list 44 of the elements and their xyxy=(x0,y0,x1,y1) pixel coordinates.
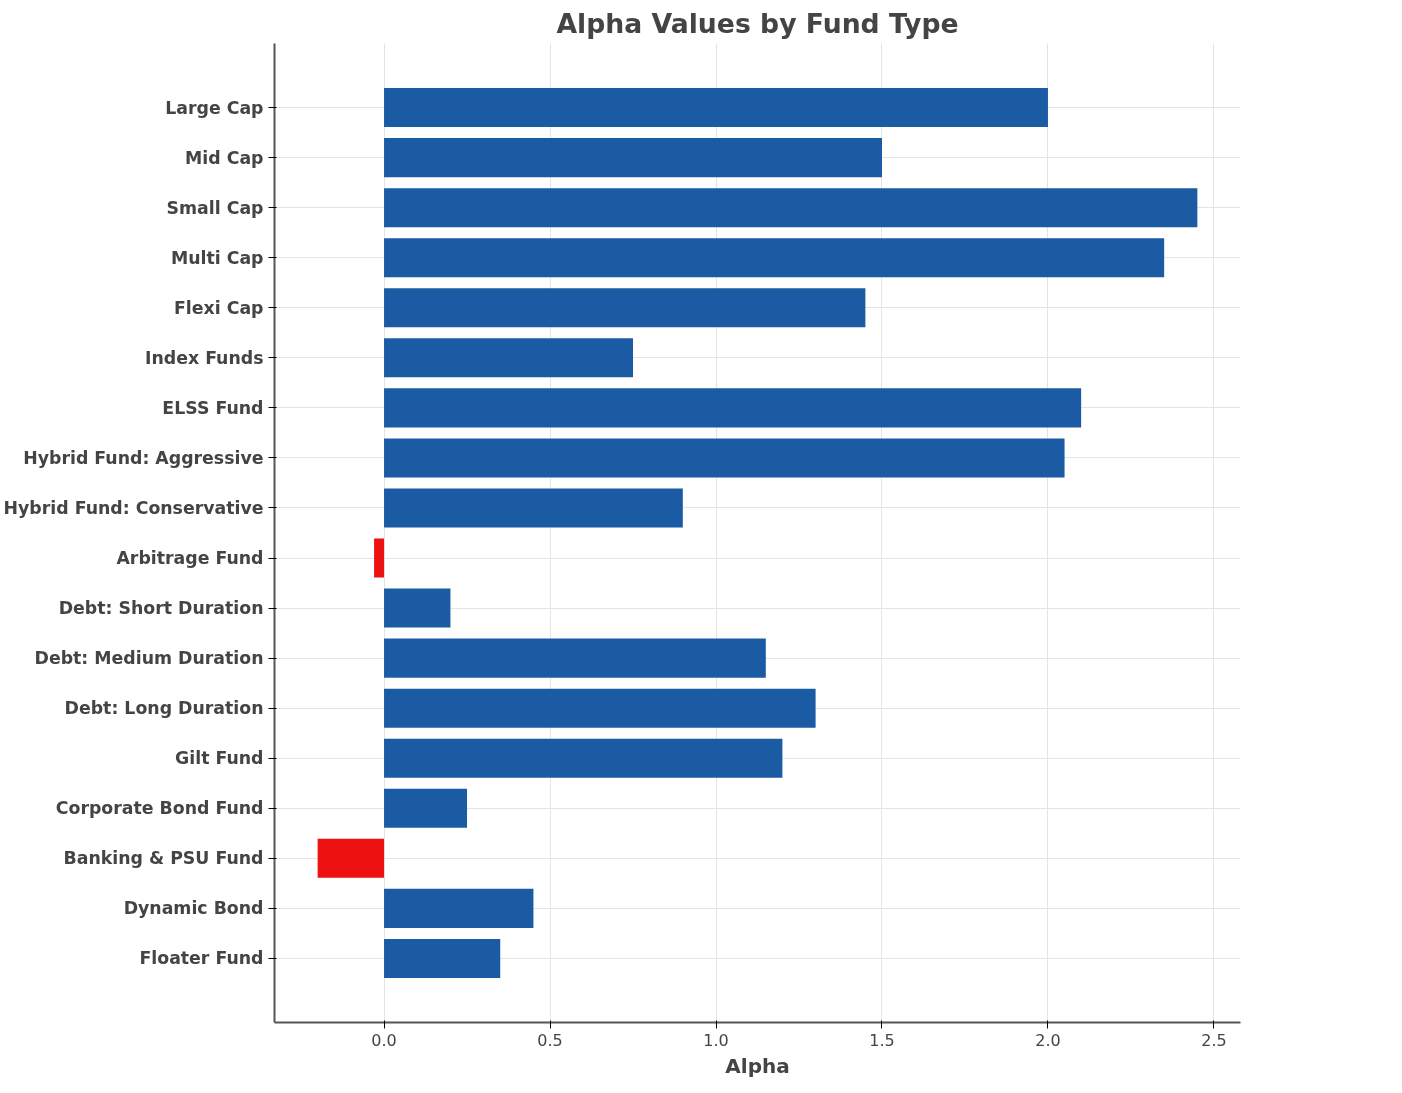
y-tick-label: ELSS Fund xyxy=(162,397,264,418)
bar xyxy=(384,488,683,528)
x-tick-label: 1.5 xyxy=(869,1030,895,1050)
bar xyxy=(384,338,634,378)
bar xyxy=(384,438,1065,478)
x-tick-label: 2.5 xyxy=(1201,1030,1227,1050)
y-tick-label: Mid Cap xyxy=(185,147,264,168)
bar xyxy=(384,938,501,978)
y-tick-label: Gilt Fund xyxy=(175,748,264,769)
y-tick-label: Debt: Long Duration xyxy=(64,698,264,719)
x-tick-label: 0.5 xyxy=(537,1030,563,1050)
bar xyxy=(374,538,385,578)
bar xyxy=(384,638,766,678)
y-tick-label: Floater Fund xyxy=(139,948,264,969)
bar xyxy=(384,788,468,828)
y-tick-label: Corporate Bond Fund xyxy=(55,798,264,819)
chart-title: Alpha Values by Fund Type xyxy=(556,7,959,39)
x-axis-title: Alpha xyxy=(725,1053,790,1078)
bar xyxy=(317,838,385,878)
y-tick-label: Arbitrage Fund xyxy=(116,548,264,569)
bar xyxy=(384,388,1082,428)
y-tick-label: Debt: Short Duration xyxy=(58,598,264,619)
bar xyxy=(384,688,816,728)
bar xyxy=(384,188,1198,228)
bar xyxy=(384,288,866,328)
y-tick-label: Large Cap xyxy=(165,97,264,118)
y-tick-label: Debt: Medium Duration xyxy=(34,648,264,669)
bar xyxy=(384,888,534,928)
y-tick-label: Banking & PSU Fund xyxy=(63,848,264,869)
y-tick-label: Hybrid Fund: Aggressive xyxy=(23,447,264,468)
bar xyxy=(384,88,1048,128)
y-tick-label: Hybrid Fund: Conservative xyxy=(3,497,264,518)
y-tick-label: Flexi Cap xyxy=(174,297,264,318)
bar xyxy=(384,738,783,778)
x-tick-label: 1.0 xyxy=(703,1030,729,1050)
x-tick-label: 2.0 xyxy=(1035,1030,1061,1050)
y-tick-label: Index Funds xyxy=(144,347,264,368)
bar xyxy=(384,588,451,628)
y-tick-label: Dynamic Bond xyxy=(123,898,264,919)
x-tick-label: 0.0 xyxy=(371,1030,397,1050)
bar xyxy=(384,238,1165,278)
bar xyxy=(384,138,882,178)
y-tick-label: Multi Cap xyxy=(170,247,264,268)
y-tick-label: Small Cap xyxy=(166,197,264,218)
